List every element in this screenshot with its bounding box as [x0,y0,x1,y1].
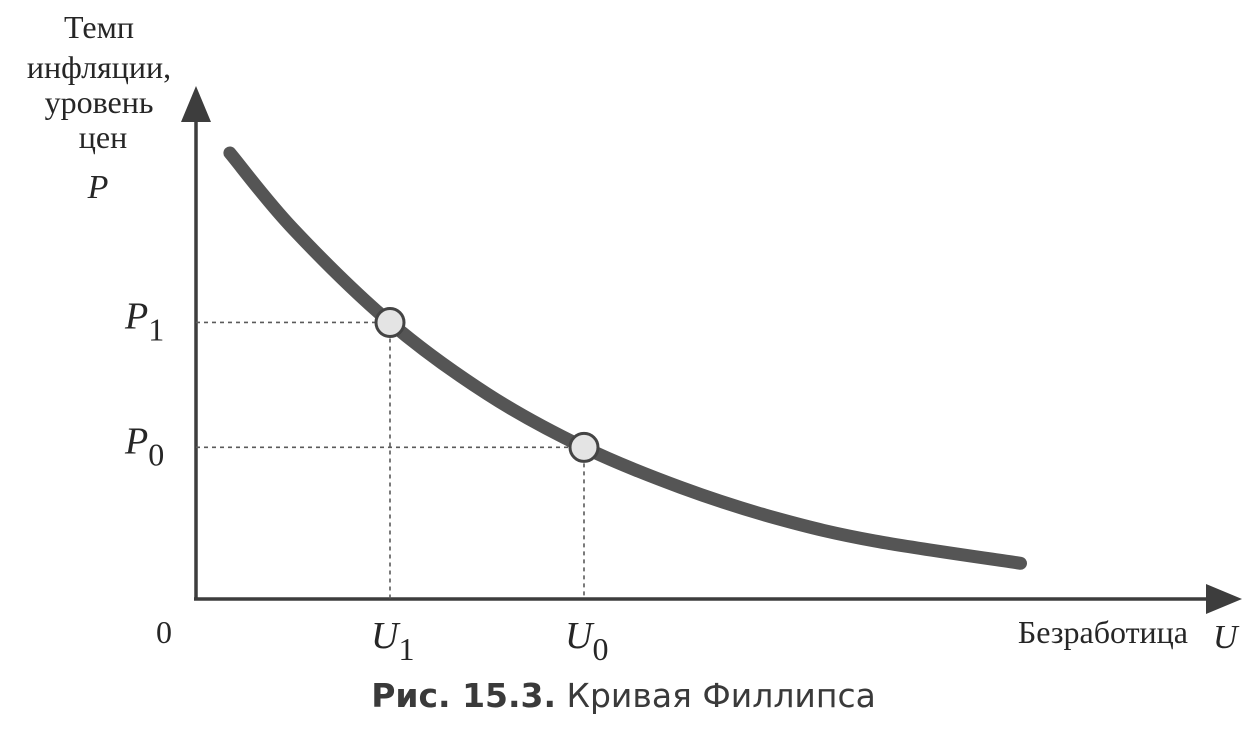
figure-caption: Рис. 15.3. Кривая Филлипса [0,676,1247,716]
figure-title: Кривая Филлипса [566,676,876,715]
equilibrium-point [374,306,406,338]
y-axis-label-line: Темп [64,9,134,45]
x-tick-label-symbol: U [371,615,401,657]
equilibrium-point [568,431,600,463]
x-tick-label: U1 [371,615,414,667]
x-tick-label: U0 [565,615,608,667]
y-axis-label-line: уровень [45,84,154,120]
y-axis-arrow [181,86,211,122]
y-axis-label-line: цен [79,119,127,155]
y-tick-label-subscript: 0 [148,436,164,472]
y-axis-label-line: инфляции, [27,49,171,85]
figure-number: Рис. 15.3. [371,676,557,715]
phillips-curve-line [223,146,1027,570]
y-axis-label: Темп инфляции, уровень цен [27,9,179,155]
x-axis-label: Безработица [1018,614,1188,650]
y-tick-label-symbol: P [124,295,148,337]
x-axis-symbol: U [1213,619,1240,656]
y-tick-label: P0 [124,420,164,472]
origin-label: 0 [156,614,172,650]
y-tick-label: P1 [124,295,164,347]
x-tick-label-symbol: U [565,615,595,657]
x-axis-arrow [1206,584,1242,614]
y-axis-symbol: P [87,169,109,206]
y-tick-label-symbol: P [124,420,148,462]
x-tick-label-subscript: 1 [398,631,414,667]
x-tick-label-subscript: 0 [592,631,608,667]
y-tick-label-subscript: 1 [148,311,164,347]
